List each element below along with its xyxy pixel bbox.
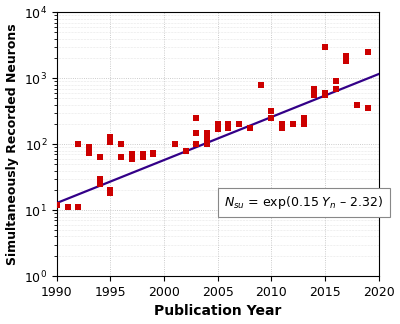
Y-axis label: Simultaneously Recorded Neurons: Simultaneously Recorded Neurons bbox=[6, 23, 18, 265]
Point bbox=[150, 150, 156, 155]
Point bbox=[129, 152, 135, 157]
Point bbox=[279, 126, 285, 131]
Point bbox=[129, 156, 135, 161]
X-axis label: Publication Year: Publication Year bbox=[154, 305, 282, 318]
Text: $N_{su}$ = exp(0.15 $Y_n$ – 2.32): $N_{su}$ = exp(0.15 $Y_n$ – 2.32) bbox=[224, 194, 384, 211]
Point bbox=[150, 152, 156, 157]
Point bbox=[118, 154, 124, 159]
Point bbox=[332, 79, 339, 84]
Point bbox=[75, 142, 82, 147]
Point bbox=[129, 156, 135, 161]
Point bbox=[214, 126, 221, 132]
Point bbox=[204, 142, 210, 147]
Point bbox=[268, 115, 274, 121]
Point bbox=[86, 145, 92, 150]
Point bbox=[193, 130, 200, 135]
Point bbox=[193, 142, 200, 147]
Point bbox=[300, 122, 307, 127]
Point bbox=[182, 148, 189, 153]
Point bbox=[96, 181, 103, 187]
Point bbox=[268, 108, 274, 113]
Point bbox=[332, 87, 339, 92]
Point bbox=[290, 122, 296, 127]
Point bbox=[236, 122, 242, 127]
Point bbox=[225, 126, 232, 131]
Point bbox=[247, 126, 253, 131]
Point bbox=[96, 154, 103, 159]
Point bbox=[322, 90, 328, 96]
Point bbox=[225, 122, 232, 127]
Point bbox=[96, 154, 103, 159]
Point bbox=[86, 150, 92, 155]
Point bbox=[322, 93, 328, 98]
Point bbox=[107, 139, 114, 144]
Point bbox=[300, 115, 307, 121]
Point bbox=[107, 191, 114, 196]
Point bbox=[365, 50, 371, 55]
Point bbox=[140, 152, 146, 157]
Point bbox=[75, 205, 82, 210]
Point bbox=[107, 134, 114, 139]
Point bbox=[107, 188, 114, 193]
Point bbox=[311, 87, 318, 92]
Point bbox=[204, 134, 210, 139]
Point bbox=[172, 142, 178, 147]
Point bbox=[365, 106, 371, 111]
Point bbox=[118, 142, 124, 147]
Point bbox=[96, 176, 103, 181]
Point bbox=[279, 122, 285, 127]
Point bbox=[343, 53, 350, 58]
Point bbox=[322, 44, 328, 50]
Point bbox=[64, 205, 71, 210]
Point bbox=[204, 130, 210, 135]
Point bbox=[214, 122, 221, 127]
Point bbox=[75, 205, 82, 210]
Point bbox=[140, 154, 146, 159]
Point bbox=[193, 115, 200, 121]
Point bbox=[354, 102, 360, 107]
Point bbox=[54, 202, 60, 208]
Point bbox=[258, 82, 264, 87]
Point bbox=[343, 59, 350, 64]
Point bbox=[311, 92, 318, 98]
Point bbox=[204, 136, 210, 142]
Point bbox=[86, 150, 92, 155]
Point bbox=[214, 126, 221, 132]
